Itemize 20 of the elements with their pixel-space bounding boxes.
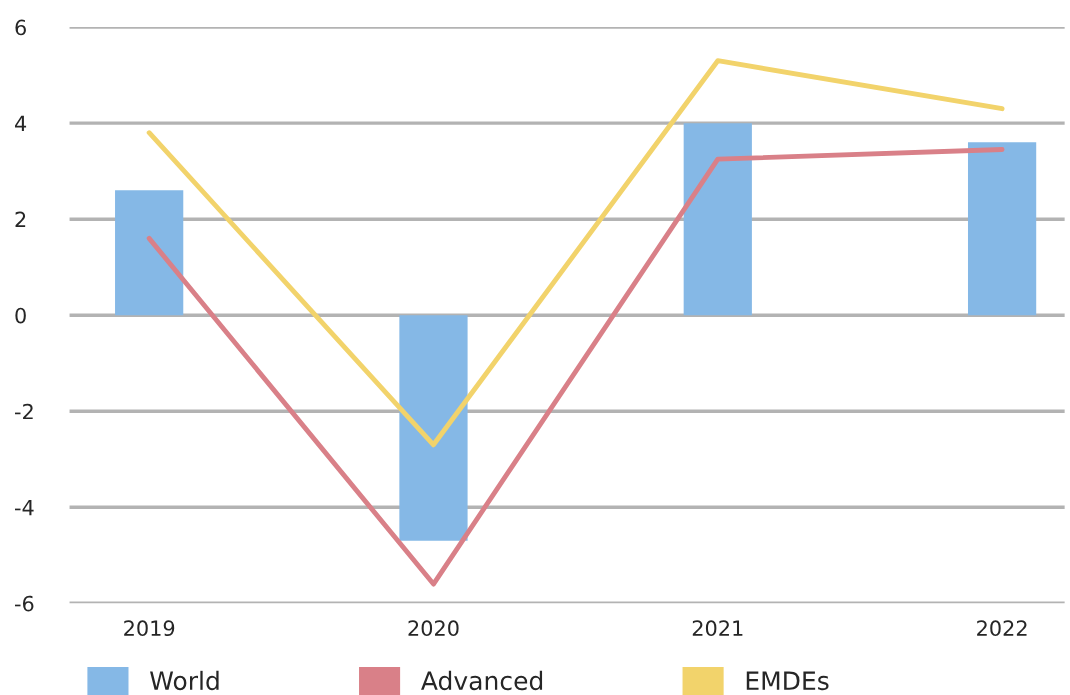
legend-label: Advanced xyxy=(421,670,543,691)
x-tick-label: 2022 xyxy=(977,620,1027,637)
x-tick-label: 2019 xyxy=(124,620,175,637)
x-tick-label: 2020 xyxy=(408,620,459,637)
y-tick-label: -2 xyxy=(15,403,33,420)
bar xyxy=(399,315,468,541)
x-tick-label: 2021 xyxy=(692,620,743,637)
bar xyxy=(683,123,752,316)
bar xyxy=(115,190,184,316)
y-tick-label: 2 xyxy=(15,211,26,228)
y-tick-label: 6 xyxy=(15,19,26,36)
y-tick-label: -4 xyxy=(15,499,34,516)
legend-label: World xyxy=(150,670,219,691)
y-tick-label: 4 xyxy=(15,115,27,132)
line-series xyxy=(146,58,1005,448)
legend-label: EMDEs xyxy=(746,671,829,691)
y-tick-label: -6 xyxy=(15,595,34,612)
bar xyxy=(967,142,1037,316)
y-tick-label: 0 xyxy=(15,307,26,324)
line-series xyxy=(146,147,1005,587)
